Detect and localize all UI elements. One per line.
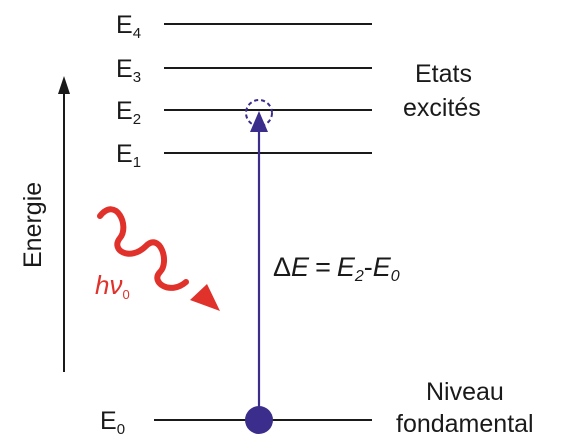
- transition-arrowhead: [250, 111, 268, 132]
- photon-arrowhead: [190, 284, 220, 311]
- incoming-photon: hν0: [95, 206, 220, 311]
- level-label-e3: E3: [116, 55, 141, 86]
- ground-state-note: Niveau fondamental: [396, 378, 534, 438]
- excited-states-line2: excités: [403, 94, 481, 122]
- level-labels: E4 E3 E2 E1 E0: [100, 11, 141, 438]
- level-label-e0: E0: [100, 407, 125, 438]
- energy-axis-label: Energie: [19, 182, 47, 268]
- energy-levels: [154, 23, 372, 421]
- level-label-e1: E1: [116, 140, 141, 171]
- level-label-e4: E4: [116, 11, 141, 42]
- energy-axis: Energie: [19, 76, 70, 372]
- excited-states-line1: Etats: [415, 60, 472, 88]
- photon-label: hν0: [95, 270, 130, 302]
- transition-arrow: [245, 99, 273, 434]
- excited-states-note: Etats excités: [403, 60, 481, 122]
- level-label-e2: E2: [116, 97, 141, 128]
- ground-state-line2: fondamental: [396, 410, 534, 438]
- excited-electron-outline: [245, 99, 273, 127]
- energy-difference-equation: ΔE = E2-E0: [273, 252, 400, 285]
- ground-electron: [245, 406, 273, 434]
- ground-state-line1: Niveau: [426, 378, 504, 406]
- photon-wave: [97, 206, 189, 291]
- energy-axis-arrowhead: [58, 76, 70, 94]
